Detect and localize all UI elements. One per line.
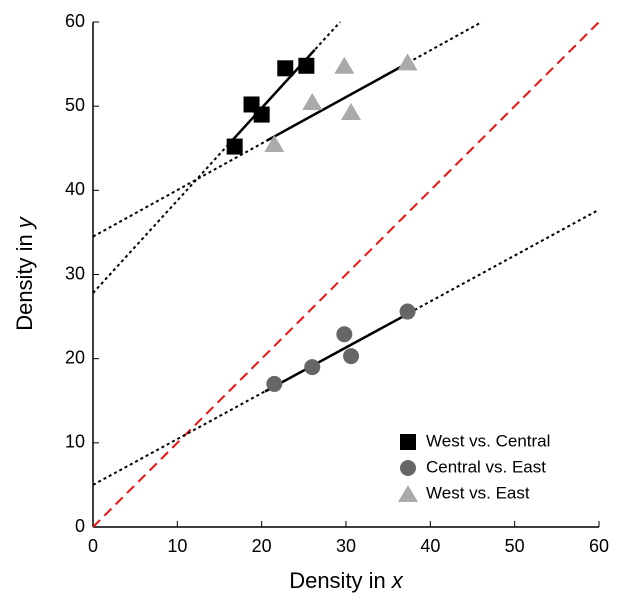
legend-label: Central vs. East: [426, 457, 546, 476]
triangle-point: [397, 53, 418, 71]
x-axis-label: Density in x: [289, 568, 404, 593]
y-tick-label: 10: [65, 432, 85, 452]
legend-label: West vs. East: [426, 483, 530, 502]
x-tick-label: 0: [88, 536, 98, 556]
circle-point: [399, 303, 416, 320]
circle-point: [304, 359, 321, 376]
y-tick-label: 60: [65, 11, 85, 31]
circle-point: [266, 375, 283, 392]
x-tick-label: 30: [336, 536, 356, 556]
y-label-var: y: [12, 215, 37, 230]
x-tick-label: 50: [505, 536, 525, 556]
triangle-point: [341, 103, 362, 121]
circle-point: [336, 326, 353, 343]
square-point: [277, 60, 294, 77]
square-point: [253, 106, 270, 123]
y-tick-label: 30: [65, 263, 85, 283]
dashed-line: [92, 21, 600, 528]
x-tick-label: 20: [252, 536, 272, 556]
legend-marker: [398, 485, 418, 502]
triangle-point: [334, 56, 355, 74]
y-axis-label: Density in y: [12, 215, 37, 331]
legend-label: West vs. Central: [426, 431, 550, 450]
dotted-line: [92, 21, 341, 294]
y-tick-label: 0: [75, 516, 85, 536]
x-label-text: Density in: [289, 568, 386, 593]
x-tick-label: 40: [420, 536, 440, 556]
x-label-var: x: [391, 568, 404, 593]
solid-line: [264, 312, 409, 393]
y-tick-label: 50: [65, 95, 85, 115]
legend-marker: [400, 434, 416, 450]
triangle-point: [302, 92, 323, 110]
square-point: [226, 138, 243, 155]
circle-point: [343, 348, 360, 365]
x-tick-label: 60: [589, 536, 609, 556]
legend-marker: [400, 460, 416, 476]
triangle-point: [264, 135, 285, 153]
solid-line: [266, 62, 409, 142]
square-point: [298, 57, 315, 74]
y-tick-label: 40: [65, 179, 85, 199]
x-tick-label: 10: [167, 536, 187, 556]
y-tick-label: 20: [65, 347, 85, 367]
y-label-text: Density in: [12, 234, 37, 331]
